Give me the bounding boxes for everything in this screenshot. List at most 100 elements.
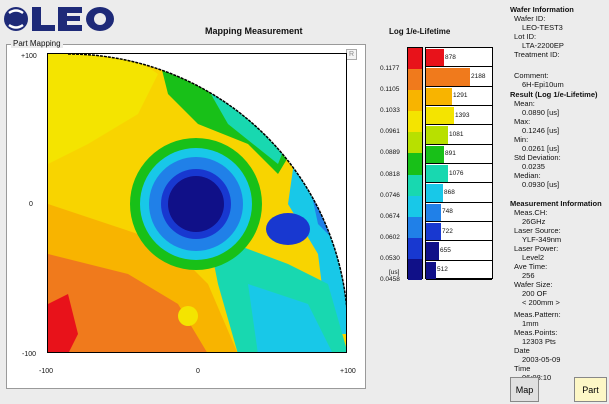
- lot-id-label: Lot ID:: [514, 32, 537, 41]
- laser-source-value: YLF-349nm: [522, 235, 562, 244]
- histogram-bar: [426, 242, 439, 260]
- wafer-size-label: Wafer Size:: [514, 280, 553, 289]
- histogram-bar: [426, 49, 444, 67]
- histogram-row: 512: [426, 261, 492, 280]
- mean-value: 0.0890 [us]: [522, 108, 560, 117]
- y-axis-mid-label: 0: [29, 201, 33, 208]
- histogram-bar: [426, 106, 454, 125]
- y-axis-bottom-label: -100: [22, 351, 37, 358]
- time-label: Time: [514, 364, 531, 373]
- histogram-row: 1393: [426, 106, 492, 126]
- result-heading: Result (Log 1/e-Lifetime): [510, 90, 598, 99]
- wafer-info-heading: Wafer Information: [510, 5, 574, 14]
- wafer-map[interactable]: [47, 53, 347, 353]
- histogram-row: 722: [426, 222, 492, 242]
- part-mapping-label: Part Mapping: [11, 39, 63, 48]
- legend-color-cell: [408, 258, 422, 281]
- meas-points-value: 12303 Pts: [522, 337, 556, 346]
- legend-color-cell: [408, 69, 422, 91]
- legend-tick-label: 0.0458: [380, 276, 400, 283]
- legend-unit: [us]: [389, 269, 400, 276]
- laser-power-value: Level2: [522, 253, 545, 262]
- legend-tick-label: 0.1033: [380, 107, 400, 115]
- histogram-bar: [426, 203, 441, 221]
- color-legend: 0.1177 0.1105 0.1033 0.0961 0.0889 0.0818 0.07…: [380, 47, 497, 283]
- legend-tick-label: 0.0889: [380, 149, 400, 157]
- histogram-bar: [426, 145, 444, 163]
- legend-tick-label: 0.0961: [380, 128, 400, 136]
- histogram-count: 722: [442, 227, 453, 235]
- legend-color-cell: [408, 132, 422, 154]
- histogram-row: 2188: [426, 67, 492, 87]
- meas-points-label: Meas.Points:: [514, 328, 558, 337]
- histogram-bar: [426, 164, 448, 183]
- histogram-row: 1291: [426, 87, 492, 106]
- legend-tick-label: 0.0674: [380, 212, 400, 220]
- histogram-count: 1291: [453, 92, 468, 100]
- lot-id-value: LTA-2200EP: [522, 41, 564, 50]
- histogram-row: 868: [426, 183, 492, 203]
- histogram-bar: [426, 126, 448, 144]
- histogram-bar: [426, 222, 441, 241]
- histogram-count: 512: [437, 266, 448, 274]
- legend-tick-label: 0.0746: [380, 191, 400, 199]
- legend-tick-label: 0.1105: [380, 86, 400, 94]
- histogram-count: 748: [442, 208, 453, 216]
- meas-ch-value: 26GHz: [522, 217, 546, 226]
- histogram-row: 891: [426, 145, 492, 164]
- legend-color-cell: [408, 90, 422, 112]
- meas-pattern-value: 1mm: [522, 319, 539, 328]
- min-value: 0.0261 [us]: [522, 144, 560, 153]
- histogram-count: 878: [445, 53, 456, 61]
- median-label: Median:: [514, 171, 541, 180]
- x-axis-left-label: -100: [39, 368, 54, 375]
- color-scale-bar: [407, 47, 423, 281]
- legend-color-cell: [408, 111, 422, 133]
- ave-time-label: Ave Time:: [514, 262, 548, 271]
- histogram-row: 655: [426, 241, 492, 261]
- treatment-id-label: Treatment ID:: [514, 50, 560, 59]
- treatment-id-value: [510, 59, 609, 68]
- legend-color-cell: [408, 216, 422, 238]
- std-label: Std Deviation:: [514, 153, 561, 162]
- legend-color-cell: [408, 195, 422, 217]
- legend-tick-label: 0.0530: [380, 254, 400, 262]
- wafer-size-mm: < 200mm >: [522, 298, 560, 307]
- histogram-bar: [426, 261, 436, 279]
- comment-value: 6H-Epi10um: [522, 80, 564, 89]
- legend-color-cell: [408, 153, 422, 175]
- laser-source-label: Laser Source:: [514, 226, 561, 235]
- date-label: Date: [514, 346, 530, 355]
- meas-pattern-label: Meas.Pattern:: [514, 310, 561, 319]
- wafer-size-value: 200 OF: [522, 289, 548, 298]
- max-value: 0.1246 [us]: [522, 126, 560, 135]
- histogram: 878 2188 1291 1393 1081 891 1076 868 748 722 655 51…: [425, 47, 493, 280]
- reset-button[interactable]: R: [346, 49, 357, 60]
- part-button[interactable]: Part: [574, 377, 607, 402]
- leo-logo: [4, 7, 114, 31]
- map-button[interactable]: Map: [510, 377, 539, 402]
- histogram-count: 1076: [449, 169, 464, 177]
- wafer-id-value: LEO-TEST3: [522, 23, 563, 32]
- histogram-row: 1076: [426, 164, 492, 184]
- legend-color-cell: [408, 237, 422, 259]
- histogram-row: 878: [426, 48, 492, 68]
- meas-ch-label: Meas.CH:: [514, 208, 548, 217]
- histogram-count: 891: [445, 150, 456, 158]
- legend-tick-label: 0.1177: [380, 65, 400, 73]
- histogram-bar: [426, 68, 470, 86]
- ave-time-value: 256: [522, 271, 535, 280]
- part-mapping-panel: Part Mapping R: [6, 39, 366, 389]
- max-label: Max:: [514, 117, 531, 126]
- histogram-count: 655: [440, 246, 451, 254]
- y-axis-top-label: +100: [21, 53, 37, 60]
- page-title: Mapping Measurement: [205, 26, 303, 36]
- measurement-info-heading: Measurement Information: [510, 199, 602, 208]
- laser-power-label: Laser Power:: [514, 244, 559, 253]
- x-axis-right-label: +100: [340, 368, 356, 375]
- legend-color-cell: [408, 48, 422, 70]
- x-axis-mid-label: 0: [196, 368, 200, 375]
- histogram-count: 2188: [471, 72, 486, 80]
- info-panel: Wafer Information Wafer ID: LEO-TEST3 Lo…: [510, 4, 609, 382]
- min-label: Min:: [514, 135, 529, 144]
